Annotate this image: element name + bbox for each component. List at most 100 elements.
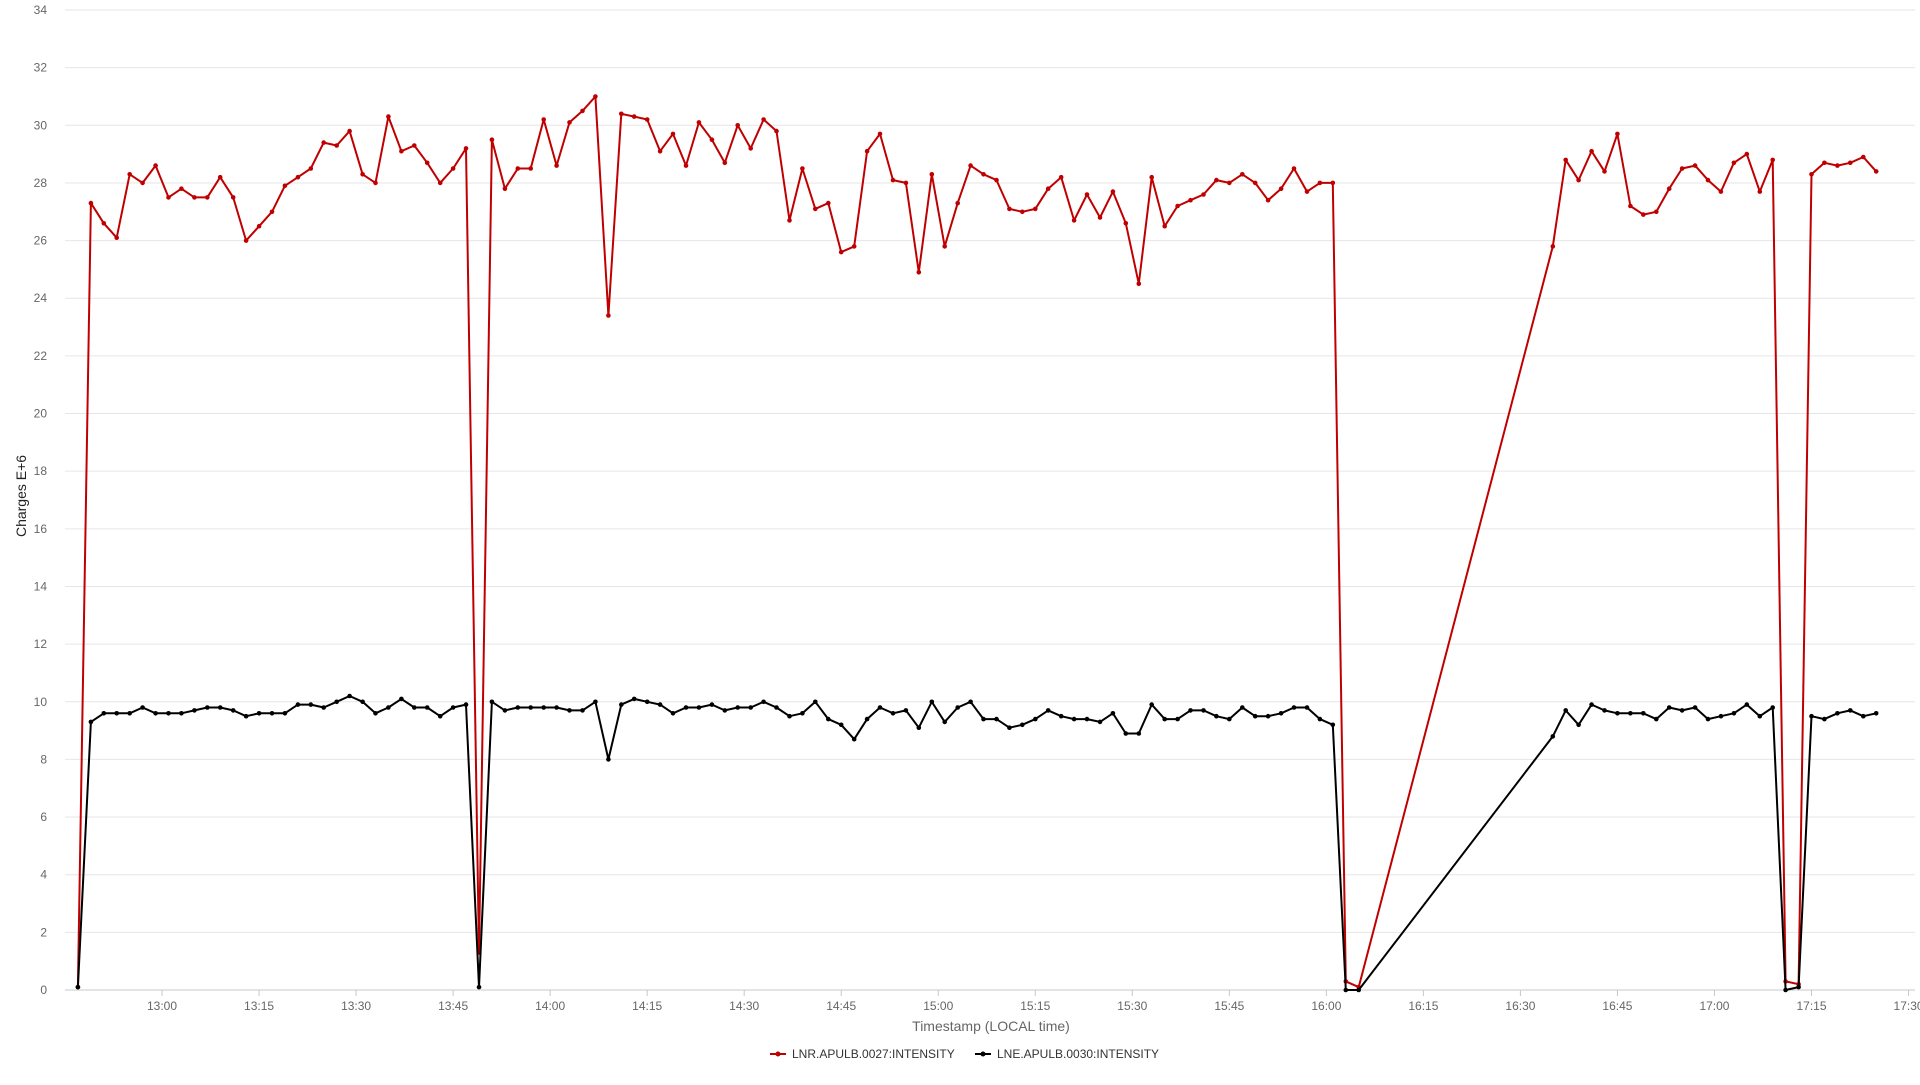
data-point: [1084, 716, 1090, 722]
data-point: [1692, 705, 1698, 710]
data-point: [670, 131, 676, 137]
data-point: [994, 177, 999, 183]
data-point: [1084, 192, 1090, 197]
data-point: [580, 108, 585, 114]
data-point: [1097, 719, 1103, 725]
data-point: [929, 172, 935, 177]
data-point: [942, 719, 947, 725]
data-point: [399, 696, 404, 702]
data-point: [1666, 705, 1672, 710]
data-point: [541, 117, 546, 122]
data-point: [593, 699, 598, 705]
data-point: [696, 120, 702, 125]
data-point: [114, 235, 119, 240]
data-point: [373, 711, 378, 716]
data-point: [75, 984, 81, 990]
data-point: [774, 128, 779, 134]
data-point: [1136, 731, 1142, 736]
data-point: [670, 711, 676, 716]
data-point: [412, 705, 417, 710]
legend[interactable]: LNR.APULB.0027:INTENSITY LNE.APULB.0030:I…: [770, 1047, 1159, 1061]
data-point: [256, 223, 262, 229]
data-point: [295, 174, 301, 180]
data-point: [1666, 186, 1672, 191]
data-point: [1071, 716, 1077, 722]
data-point: [528, 166, 533, 171]
data-point: [528, 705, 533, 710]
data-point: [709, 137, 715, 142]
data-point: [127, 711, 132, 716]
x-tick-label: 13:15: [244, 999, 274, 1013]
data-point: [619, 702, 624, 707]
data-point: [424, 705, 430, 710]
data-point: [955, 705, 960, 710]
data-point: [864, 716, 870, 722]
data-point: [1123, 731, 1129, 736]
data-point: [502, 708, 508, 713]
data-point: [243, 713, 249, 719]
data-point: [696, 705, 702, 710]
data-point: [1783, 987, 1788, 993]
y-tick-label: 24: [34, 291, 48, 305]
data-point: [593, 94, 598, 99]
y-tick-label: 6: [40, 810, 47, 824]
data-point: [1110, 189, 1116, 194]
x-tick-label: 14:45: [826, 999, 856, 1013]
data-point: [360, 172, 365, 177]
data-point: [1563, 708, 1568, 713]
data-point: [1045, 186, 1051, 191]
x-tick-label: 16:15: [1408, 999, 1438, 1013]
data-point: [1291, 166, 1297, 171]
data-point: [554, 163, 559, 168]
data-point: [192, 195, 197, 200]
data-point: [1809, 713, 1814, 719]
legend-label: LNR.APULB.0027:INTENSITY: [792, 1047, 955, 1061]
data-point: [1615, 711, 1620, 716]
data-point: [321, 140, 327, 145]
data-point: [567, 120, 572, 125]
data-point: [981, 172, 986, 177]
data-point: [1343, 987, 1349, 993]
x-tick-label: 16:30: [1505, 999, 1535, 1013]
x-tick-label: 17:00: [1699, 999, 1729, 1013]
data-point: [347, 693, 352, 699]
y-tick-label: 8: [40, 752, 47, 766]
data-point: [205, 195, 210, 200]
data-point: [1007, 206, 1012, 212]
data-point: [1835, 163, 1840, 168]
data-point: [942, 244, 947, 249]
data-point: [450, 705, 456, 710]
data-point: [683, 705, 689, 710]
data-point: [657, 148, 663, 154]
data-point: [1602, 708, 1607, 713]
data-point: [412, 143, 417, 148]
data-point: [1589, 148, 1594, 154]
y-tick-label: 4: [40, 868, 47, 882]
data-point: [1550, 734, 1556, 739]
legend-item-1[interactable]: LNR.APULB.0027:INTENSITY: [770, 1047, 955, 1061]
y-tick-label: 16: [34, 522, 48, 536]
data-point: [230, 708, 236, 713]
data-point: [360, 699, 365, 705]
data-point: [1576, 177, 1581, 183]
data-point: [554, 705, 559, 710]
data-point: [179, 711, 184, 716]
data-point: [644, 117, 650, 122]
x-tick-label: 17:15: [1796, 999, 1826, 1013]
data-point: [1175, 716, 1180, 722]
data-point: [631, 114, 637, 119]
data-point: [1679, 708, 1685, 713]
data-point: [722, 708, 728, 713]
data-point: [851, 244, 857, 249]
y-tick-label: 14: [34, 579, 48, 593]
data-point: [1123, 221, 1129, 226]
data-point: [1188, 197, 1193, 203]
data-point: [1214, 177, 1219, 183]
data-point: [567, 708, 572, 713]
series-group: [75, 94, 1879, 993]
y-tick-label: 34: [34, 3, 48, 17]
legend-item-2[interactable]: LNE.APULB.0030:INTENSITY: [975, 1047, 1159, 1061]
data-point: [334, 143, 340, 148]
data-point: [735, 123, 740, 128]
